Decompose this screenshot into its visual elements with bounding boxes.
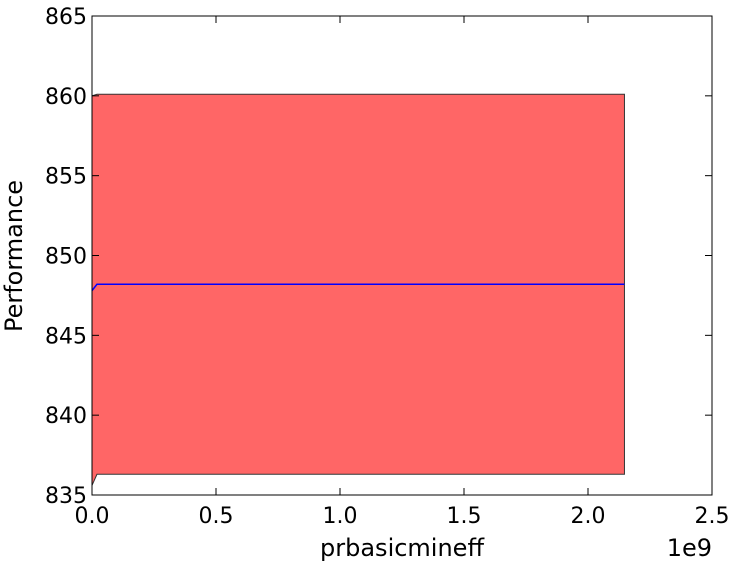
y-tick-label: 840 bbox=[45, 404, 87, 429]
x-tick-label: 1.5 bbox=[447, 504, 482, 529]
y-axis-label: Performance bbox=[0, 180, 28, 332]
mean-line bbox=[91, 283, 625, 292]
y-tick-label: 850 bbox=[45, 245, 87, 270]
x-offset-label: 1e9 bbox=[667, 534, 712, 562]
x-tick-label: 0.5 bbox=[199, 504, 234, 529]
y-tick-label: 865 bbox=[45, 5, 87, 30]
x-tick-label: 2.5 bbox=[695, 504, 730, 529]
x-axis-label: prbasicmineff bbox=[320, 534, 484, 562]
x-tick-label: 0.0 bbox=[75, 504, 110, 529]
x-tick-label: 1.0 bbox=[323, 504, 358, 529]
y-tick-label: 845 bbox=[45, 324, 87, 349]
y-tick-label: 835 bbox=[45, 484, 87, 509]
x-tick-label: 2.0 bbox=[571, 504, 606, 529]
y-tick-label: 860 bbox=[45, 85, 87, 110]
y-tick-label: 855 bbox=[45, 165, 87, 190]
confidence-band bbox=[91, 93, 625, 486]
